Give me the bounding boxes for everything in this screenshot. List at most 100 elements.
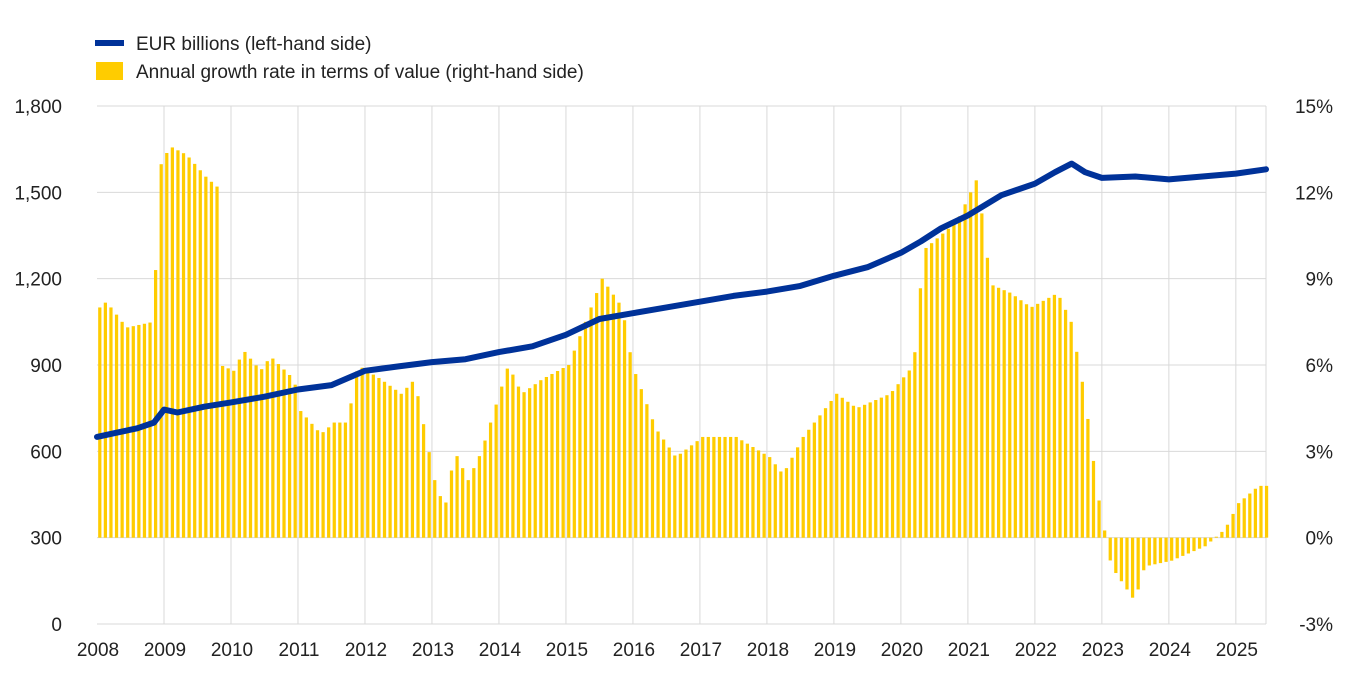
growth-rate-bar — [829, 400, 833, 538]
growth-rate-bar — [271, 358, 275, 538]
growth-rate-bar — [1036, 303, 1040, 538]
growth-rate-bar — [98, 307, 102, 538]
growth-rate-bar — [343, 422, 348, 538]
growth-rate-bar — [265, 361, 269, 538]
growth-rate-bar — [611, 294, 616, 538]
growth-rate-bar — [751, 447, 755, 538]
growth-rate-bar — [1086, 418, 1090, 538]
growth-rate-bar — [706, 436, 710, 538]
growth-rate-bar — [734, 436, 738, 538]
growth-rate-bar — [974, 180, 978, 538]
growth-rate-bar — [885, 395, 889, 538]
growth-rate-bar — [595, 293, 599, 538]
left-tick-label: 300 — [30, 529, 62, 550]
growth-rate-bar — [165, 153, 169, 538]
growth-rate-bar — [394, 389, 398, 538]
growth-rate-bar — [823, 408, 828, 538]
growth-rate-bar — [304, 417, 308, 538]
growth-rate-bar — [1220, 531, 1224, 538]
growth-rate-bar — [187, 157, 191, 538]
year-label: 2013 — [412, 640, 454, 661]
growth-rate-bar — [410, 381, 415, 538]
growth-rate-bar — [924, 247, 928, 538]
growth-rate-bar — [851, 405, 856, 538]
year-label: 2024 — [1149, 640, 1192, 661]
year-label: 2016 — [613, 640, 655, 661]
growth-rate-bar — [472, 468, 476, 538]
growth-rate-bar — [176, 150, 180, 538]
growth-rate-bar — [952, 223, 956, 538]
growth-rate-bar — [500, 386, 504, 538]
left-tick-label: 1,800 — [14, 97, 62, 118]
growth-rate-bar — [494, 404, 498, 538]
growth-rate-bar — [137, 324, 141, 538]
legend-bar-label: Annual growth rate in terms of value (ri… — [136, 62, 584, 83]
year-label: 2025 — [1216, 640, 1258, 661]
year-label: 2015 — [546, 640, 588, 661]
growth-rate-bar — [209, 181, 214, 538]
growth-rate-bar — [1231, 513, 1235, 538]
growth-rate-bar — [399, 393, 403, 538]
growth-rate-bar — [572, 350, 576, 538]
growth-rate-bar — [941, 233, 945, 538]
growth-rate-bar — [985, 257, 990, 538]
growth-rate-bar — [1181, 537, 1185, 556]
left-tick-label: 1,500 — [14, 183, 62, 204]
growth-rate-bar — [1186, 537, 1191, 554]
growth-rate-bar — [712, 436, 716, 538]
growth-rate-bar — [729, 436, 733, 538]
growth-rate-bar — [1114, 537, 1118, 574]
growth-rate-bar — [449, 470, 454, 538]
growth-rate-bar — [812, 422, 816, 538]
axes: 0 300 600 900 1,200 1,500 1,800 -3% 0% 3% 6% 9% 12% 1… — [14, 97, 1333, 661]
growth-rate-bar — [879, 397, 883, 538]
growth-rate-bar — [667, 447, 671, 538]
growth-rate-bar — [600, 278, 604, 538]
growth-rate-bar — [1091, 460, 1096, 538]
growth-rate-bar — [1197, 537, 1202, 549]
growth-rate-bar — [555, 370, 560, 538]
growth-rate-bar — [466, 480, 470, 538]
growth-rate-bar — [1209, 537, 1213, 542]
growth-rate-bar — [1119, 537, 1124, 582]
growth-rate-bar — [862, 404, 867, 538]
eur-billions-line — [94, 160, 1269, 440]
growth-rate-bar — [1063, 309, 1068, 538]
growth-rate-bar — [243, 351, 247, 538]
growth-rate-bar — [1264, 485, 1269, 538]
growth-rate-bar — [622, 320, 627, 538]
growth-rate-bar — [1203, 537, 1207, 547]
growth-rate-bar — [807, 429, 811, 538]
growth-rate-bar — [790, 457, 794, 538]
growth-rate-bar — [701, 436, 705, 538]
growth-rate-bar — [717, 436, 722, 538]
growth-rate-bar — [756, 450, 761, 538]
growth-rate-bar — [1175, 537, 1179, 559]
growth-rate-bar — [1041, 300, 1045, 538]
growth-rate-bar — [226, 368, 230, 538]
growth-rate-bar — [550, 373, 554, 538]
right-tick-label: 3% — [1306, 442, 1334, 463]
growth-rate-bar — [455, 456, 459, 538]
growth-rate-bar — [896, 384, 900, 538]
growth-rate-bar — [1002, 290, 1006, 538]
growth-rate-bar — [148, 322, 152, 538]
growth-rate-bar — [427, 452, 431, 538]
year-label: 2017 — [680, 640, 722, 661]
growth-rate-bar — [1225, 524, 1230, 538]
growth-rate-bar — [528, 388, 532, 538]
growth-rate-bar — [695, 441, 699, 538]
growth-rate-bar — [366, 371, 370, 538]
growth-rate-bar — [477, 456, 482, 538]
growth-rate-bar — [868, 402, 872, 538]
left-tick-label: 600 — [30, 442, 62, 463]
gridlines — [97, 105, 1267, 625]
growth-rate-bar — [606, 286, 610, 538]
growth-rate-bar — [567, 365, 571, 538]
growth-rate-bar — [745, 443, 749, 538]
growth-rate-bar — [142, 323, 147, 538]
year-label: 2022 — [1015, 640, 1057, 661]
year-label: 2012 — [345, 640, 387, 661]
growth-rate-bar — [287, 375, 292, 538]
year-label: 2020 — [881, 640, 923, 661]
